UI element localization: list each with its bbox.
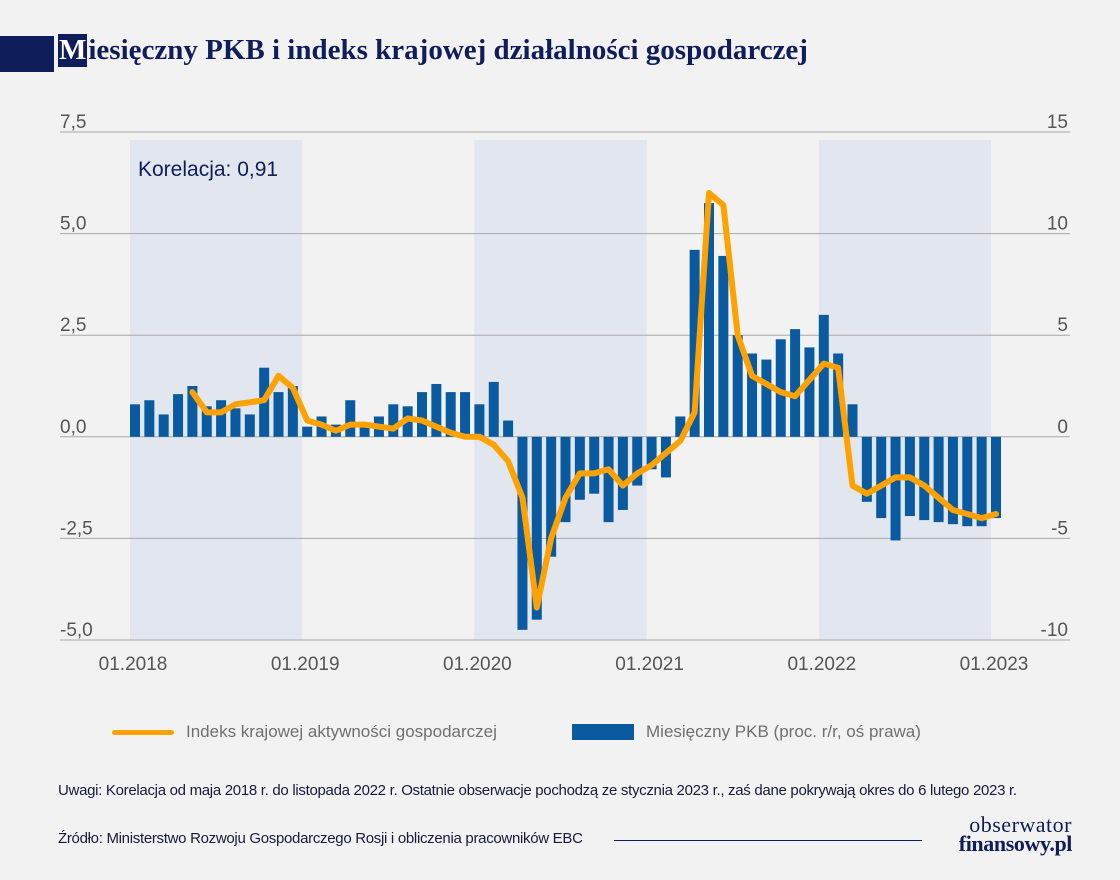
bar-gdp <box>603 436 614 523</box>
bar-gdp <box>445 392 456 437</box>
bar-gdp <box>962 436 973 527</box>
bar-gdp <box>287 386 298 437</box>
x-axis-tick: 01.2021 <box>615 654 684 675</box>
bar-gdp <box>244 414 255 437</box>
chart-note: Uwagi: Korelacja od maja 2018 r. do list… <box>58 782 1017 799</box>
bar-gdp <box>747 353 758 437</box>
bar-gdp <box>761 359 772 437</box>
bar-gdp <box>517 436 528 630</box>
bar-gdp <box>675 416 686 437</box>
bar-gdp <box>847 404 858 437</box>
bar-gdp <box>503 420 514 437</box>
bar-gdp <box>933 436 944 523</box>
shaded-period-2 <box>818 140 991 640</box>
bar-gdp <box>302 426 313 437</box>
bar-gdp <box>876 436 887 519</box>
bar-gdp <box>460 392 471 437</box>
shaded-period-1 <box>474 140 647 640</box>
left-axis-tick: 5,0 <box>60 214 86 235</box>
bar-gdp <box>560 436 571 523</box>
chart-title: Miesięczny PKB i indeks krajowej działal… <box>58 34 808 67</box>
bar-gdp <box>158 414 169 437</box>
bar-gdp <box>704 203 714 437</box>
bar-gdp <box>144 400 155 437</box>
legend-item-bars: Miesięczny PKB (proc. r/r, oś prawa) <box>572 722 921 742</box>
bar-gdp <box>474 404 485 437</box>
bar-gdp <box>718 255 729 437</box>
left-axis-tick: -2,5 <box>60 518 93 539</box>
bar-gdp <box>201 406 212 437</box>
bar-gdp <box>732 335 743 437</box>
legend-item-line: Indeks krajowej aktywności gospodarczej <box>112 722 497 742</box>
bar-gdp <box>216 400 227 437</box>
legend-line-label: Indeks krajowej aktywności gospodarczej <box>186 722 497 741</box>
left-axis-tick: 0,0 <box>60 417 86 438</box>
left-axis-tick: -5,0 <box>60 620 93 641</box>
title-text: iesięczny PKB i indeks krajowej działaln… <box>88 34 808 66</box>
line-activity-index <box>189 190 999 611</box>
left-axis-tick: 2,5 <box>60 315 86 336</box>
bar-gdp <box>833 353 844 437</box>
bar-gdp <box>804 347 815 437</box>
legend-line-swatch <box>112 729 174 735</box>
bar-gdp <box>861 436 872 502</box>
x-axis-tick: 01.2019 <box>271 654 340 675</box>
title-first-letter: M <box>58 34 88 67</box>
bar-gdp <box>660 436 671 478</box>
chart-source: Źródło: Ministerstwo Rozwoju Gospodarcze… <box>58 830 583 847</box>
shaded-period-0 <box>130 140 303 640</box>
bar-gdp <box>431 383 442 437</box>
bar-gdp <box>574 436 585 500</box>
bar-gdp <box>991 436 1001 519</box>
right-axis-tick: 10 <box>1047 214 1068 235</box>
bar-gdp <box>345 400 356 437</box>
correlation-annotation: Korelacja: 0,91 <box>138 158 278 181</box>
left-axis-tick: 7,5 <box>60 112 86 133</box>
legend-bar-label: Miesięczny PKB (proc. r/r, oś prawa) <box>646 722 921 741</box>
bar-gdp <box>947 436 958 525</box>
publisher-logo[interactable]: obserwator finansowy.pl <box>932 812 1073 856</box>
title-accent-bar <box>0 36 54 72</box>
bar-gdp <box>775 339 786 437</box>
bar-gdp <box>632 436 643 486</box>
bar-gdp <box>273 392 284 437</box>
right-axis-tick: -10 <box>1041 620 1068 641</box>
bar-gdp <box>818 314 829 437</box>
legend-bar-swatch <box>572 724 634 740</box>
bar-gdp <box>417 392 427 437</box>
bar-gdp <box>589 436 600 494</box>
bar-gdp <box>187 386 198 437</box>
bar-gdp <box>546 436 557 557</box>
right-axis-tick: 0 <box>1057 417 1068 438</box>
bar-gdp <box>359 422 370 437</box>
bar-gdp <box>388 404 399 437</box>
right-axis-tick: 5 <box>1057 315 1068 336</box>
bar-gdp <box>790 329 801 437</box>
right-axis-tick: 15 <box>1047 112 1068 133</box>
bar-gdp <box>173 394 184 437</box>
bar-gdp <box>646 436 657 470</box>
bar-gdp <box>617 436 628 510</box>
bar-gdp <box>976 436 987 527</box>
bar-gdp <box>531 436 542 620</box>
x-axis-tick: 01.2022 <box>787 654 856 675</box>
bar-gdp <box>689 249 700 437</box>
bar-gdp <box>488 381 499 437</box>
logo-line2: finansowy.pl <box>958 831 1073 856</box>
bar-gdp <box>919 436 930 521</box>
bar-gdp <box>130 404 140 437</box>
x-axis-tick: 01.2018 <box>99 654 168 675</box>
right-axis-tick: -5 <box>1051 518 1068 539</box>
x-axis-tick: 01.2023 <box>960 654 1029 675</box>
logo-line1: obserwator <box>969 812 1072 837</box>
bar-gdp <box>890 436 901 541</box>
x-axis-tick: 01.2020 <box>443 654 512 675</box>
bar-gdp <box>230 408 241 437</box>
source-divider <box>614 840 922 841</box>
